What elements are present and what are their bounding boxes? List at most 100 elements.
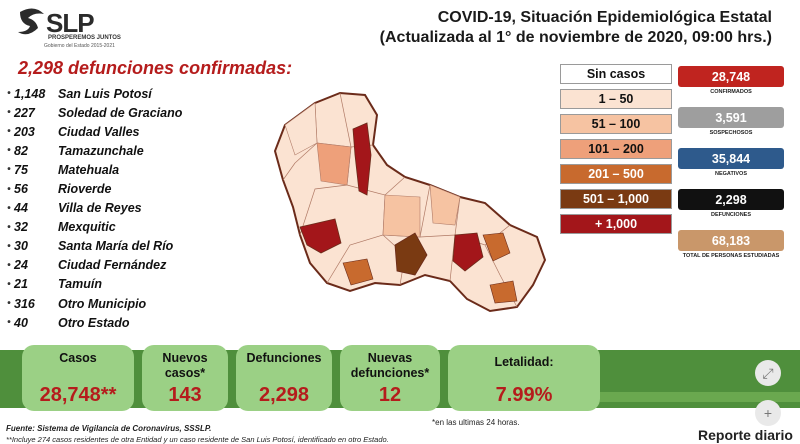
card-value: 7.99% bbox=[495, 384, 553, 406]
bullet: • bbox=[7, 126, 11, 138]
expand-icon[interactable]: ⤢ bbox=[755, 360, 781, 386]
muni-name: Tamazunchale bbox=[58, 143, 144, 158]
stat-confirmados: 28,748 CONFIRMADOS bbox=[678, 66, 784, 103]
brand-sub: Gobierno del Estado 2015-2021 bbox=[44, 43, 115, 49]
list-item: • 56 Rioverde bbox=[4, 179, 234, 198]
muni-count: 24 bbox=[14, 258, 28, 273]
stat-label: SOSPECHOSOS bbox=[709, 130, 753, 136]
slp-emblem-icon bbox=[18, 8, 44, 35]
muni-name: Ciudad Valles bbox=[58, 124, 140, 139]
bullet: • bbox=[7, 145, 11, 157]
list-item: • 203 Ciudad Valles bbox=[4, 122, 234, 141]
muni-count: 1,148 bbox=[14, 86, 46, 101]
muni-name: Matehuala bbox=[58, 162, 120, 177]
muni-name: Tamuín bbox=[58, 277, 102, 292]
muni-count: 56 bbox=[14, 182, 28, 197]
legend-item: + 1,000 bbox=[560, 214, 672, 234]
list-item: • 75 Matehuala bbox=[4, 160, 234, 179]
bullet: • bbox=[7, 183, 11, 195]
municipio-list: • 1,148 San Luis Potosí • 227 Soledad de Gra… bbox=[4, 84, 234, 332]
card-value: 28,748** bbox=[39, 384, 117, 406]
muni-count: 44 bbox=[14, 201, 28, 216]
list-item: • 30 Santa María del Río bbox=[4, 237, 234, 256]
list-item: • 44 Villa de Reyes bbox=[4, 199, 234, 218]
map-region-501-1000 bbox=[299, 218, 342, 254]
list-item: • 21 Tamuín bbox=[4, 275, 234, 294]
stat-total-estudiadas: 68,183 TOTAL DE PERSONAS ESTUDIADAS bbox=[678, 230, 784, 267]
map-region-51-100-c bbox=[429, 184, 461, 226]
muni-name: Villa de Reyes bbox=[58, 201, 142, 216]
footnote-24h: *en las ultimas 24 horas. bbox=[432, 418, 520, 427]
map-region-201-500-a bbox=[394, 232, 428, 276]
card-casos: Casos 28,748** bbox=[22, 345, 134, 411]
muni-count: 30 bbox=[14, 239, 28, 254]
card-value: 143 bbox=[168, 384, 202, 406]
stat-value: 2,298 bbox=[678, 189, 784, 210]
legend-item: 1 – 50 bbox=[560, 89, 672, 109]
deaths-heading: 2,298 defunciones confirmadas: bbox=[18, 58, 293, 78]
list-item: • 32 Mexquitic bbox=[4, 218, 234, 237]
muni-count: 82 bbox=[14, 143, 28, 158]
map-legend: Sin casos 1 – 50 51 – 100 101 – 200 201 … bbox=[560, 64, 672, 239]
legend-item: 51 – 100 bbox=[560, 114, 672, 134]
plus-icon[interactable]: + bbox=[755, 400, 781, 426]
card-nuevas-defunciones: Nuevas defunciones* 12 bbox=[340, 345, 440, 411]
bullet: • bbox=[7, 259, 11, 271]
map-region-201-500-b bbox=[452, 232, 484, 272]
card-label: Nuevos casos* bbox=[162, 351, 208, 380]
footnote-cases: **Incluye 274 casos residentes de otra E… bbox=[6, 435, 389, 444]
card-value: 12 bbox=[378, 384, 402, 406]
stat-label: TOTAL DE PERSONAS ESTUDIADAS bbox=[682, 253, 780, 259]
state-map bbox=[273, 91, 547, 313]
stat-defunciones: 2,298 DEFUNCIONES bbox=[678, 189, 784, 226]
muni-count: 32 bbox=[14, 220, 28, 235]
muni-name: San Luis Potosí bbox=[58, 86, 152, 101]
map-region-over-1000 bbox=[352, 122, 372, 196]
card-label: Letalidad: bbox=[494, 355, 554, 369]
map-region-51-100-b bbox=[284, 102, 318, 156]
muni-count: 75 bbox=[14, 162, 28, 177]
card-letalidad: Letalidad: 7.99% bbox=[448, 345, 600, 411]
bullet: • bbox=[7, 298, 11, 310]
map-region-101-200-b bbox=[482, 232, 511, 262]
bullet: • bbox=[7, 88, 11, 100]
muni-count: 40 bbox=[14, 315, 28, 330]
map-region-101-200-d bbox=[489, 280, 518, 304]
muni-count: 227 bbox=[14, 105, 35, 120]
map-region-101-200-c bbox=[342, 258, 374, 286]
stat-value: 35,844 bbox=[678, 148, 784, 169]
source-note: Fuente: Sistema de Vigilancia de Coronav… bbox=[6, 424, 212, 433]
muni-name: Ciudad Fernández bbox=[58, 258, 167, 273]
muni-count: 21 bbox=[14, 277, 28, 292]
bullet: • bbox=[7, 240, 11, 252]
list-item: • 82 Tamazunchale bbox=[4, 141, 234, 160]
muni-name: Mexquitic bbox=[58, 220, 116, 235]
muni-name: Otro Municipio bbox=[58, 296, 147, 311]
bullet: • bbox=[7, 317, 11, 329]
map-region-51-100-a bbox=[382, 194, 421, 238]
legend-item: 201 – 500 bbox=[560, 164, 672, 184]
summary-band-accent bbox=[600, 392, 800, 402]
page-title: COVID-19, Situación Epidemiológica Estat… bbox=[380, 8, 772, 48]
card-value: 2,298 bbox=[258, 384, 310, 406]
map-region-101-200-a bbox=[316, 142, 352, 186]
muni-name: Soledad de Graciano bbox=[58, 105, 183, 120]
daily-report-label: Reporte diario bbox=[698, 427, 793, 443]
stat-label: CONFIRMADOS bbox=[710, 89, 752, 95]
slp-logo: SLP PROSPEREMOS JUNTOS Gobierno del Esta… bbox=[14, 6, 124, 50]
list-item: • 40 Otro Estado bbox=[4, 313, 234, 332]
stat-label: DEFUNCIONES bbox=[710, 212, 752, 218]
title-line-2: (Actualizada al 1° de noviembre de 2020,… bbox=[379, 29, 772, 46]
muni-name: Otro Estado bbox=[58, 315, 130, 330]
brand-tagline: PROSPEREMOS JUNTOS bbox=[48, 35, 121, 41]
card-defunciones: Defunciones 2,298 bbox=[236, 345, 332, 411]
stat-value: 3,591 bbox=[678, 107, 784, 128]
muni-count: 316 bbox=[14, 296, 35, 311]
list-item: • 24 Ciudad Fernández bbox=[4, 256, 234, 275]
bullet: • bbox=[7, 107, 11, 119]
brand-name: SLP bbox=[46, 8, 95, 38]
card-label: Casos bbox=[59, 351, 97, 365]
bullet: • bbox=[7, 278, 11, 290]
list-item: • 227 Soledad de Graciano bbox=[4, 103, 234, 122]
list-item: • 316 Otro Municipio bbox=[4, 294, 234, 313]
